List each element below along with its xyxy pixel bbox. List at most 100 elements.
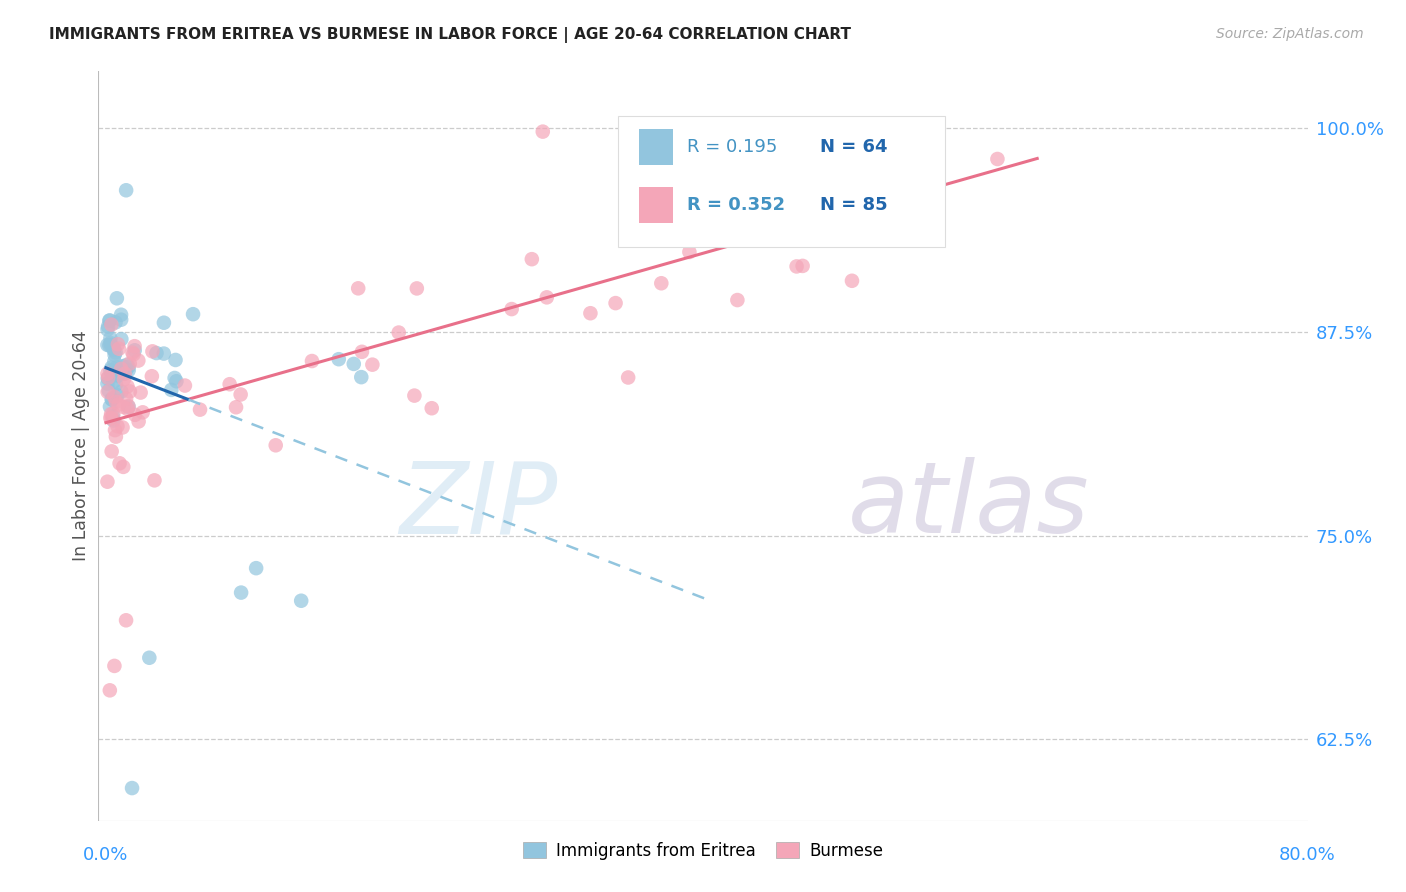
Point (361, 358, 384, 372)
Point (181, 307, 204, 321)
Point (103, 659, 125, 673)
Point (104, 430, 127, 444)
Point (865, 186, 887, 200)
Point (115, 358, 138, 372)
Bar (638, 187, 673, 224)
Point (100, 444, 122, 458)
Point (225, 401, 247, 415)
Text: IMMIGRANTS FROM ERITREA VS BURMESE IN LABOR FORCE | AGE 20-64 CORRELATION CHART: IMMIGRANTS FROM ERITREA VS BURMESE IN LA… (49, 27, 851, 43)
Point (127, 353, 149, 368)
Point (100, 367, 122, 381)
Point (96, 376, 118, 391)
Point (839, 221, 862, 235)
Point (110, 332, 132, 346)
Point (100, 337, 122, 351)
Text: 80.0%: 80.0% (1279, 846, 1336, 863)
Point (107, 419, 129, 434)
Point (229, 585, 252, 599)
Point (117, 379, 139, 393)
Point (153, 316, 176, 330)
Point (117, 401, 139, 416)
Point (693, 227, 716, 242)
Point (124, 408, 146, 422)
Point (114, 367, 136, 381)
Text: N = 85: N = 85 (820, 196, 889, 214)
Point (350, 370, 373, 384)
Point (100, 318, 122, 332)
Point (679, 230, 702, 244)
Point (520, 252, 543, 267)
Point (117, 399, 139, 413)
Point (350, 344, 373, 359)
Point (105, 360, 128, 375)
Point (117, 400, 139, 414)
Point (678, 244, 700, 259)
Point (650, 277, 672, 291)
Point (112, 459, 135, 474)
Point (101, 409, 124, 424)
Point (97, 370, 120, 384)
Text: Source: ZipAtlas.com: Source: ZipAtlas.com (1216, 27, 1364, 41)
Point (605, 296, 627, 310)
Point (105, 291, 128, 305)
Point (141, 369, 163, 384)
Point (531, 125, 554, 139)
Point (97, 384, 120, 399)
FancyBboxPatch shape (619, 116, 945, 247)
Point (105, 388, 128, 402)
Point (97, 371, 120, 385)
Point (103, 375, 125, 389)
Point (112, 400, 135, 414)
Point (100, 411, 122, 425)
Point (97, 384, 120, 398)
Point (115, 364, 138, 378)
Point (264, 438, 287, 452)
Point (138, 650, 160, 665)
Point (124, 339, 146, 353)
Point (131, 405, 153, 419)
Point (792, 259, 814, 273)
Point (100, 407, 122, 421)
Point (536, 290, 558, 304)
Point (388, 326, 411, 340)
Point (103, 413, 125, 427)
Point (118, 384, 141, 399)
Point (129, 385, 152, 400)
Point (104, 315, 127, 329)
Point (101, 392, 124, 407)
Point (904, 142, 927, 156)
Point (107, 366, 129, 380)
Point (501, 301, 523, 316)
Point (245, 561, 267, 575)
Point (110, 308, 132, 322)
Point (160, 383, 183, 397)
Legend: Immigrants from Eritrea, Burmese: Immigrants from Eritrea, Burmese (516, 835, 890, 866)
Point (143, 474, 166, 488)
Point (165, 353, 187, 368)
Point (174, 378, 197, 392)
Text: ZIP: ZIP (399, 458, 558, 555)
Point (328, 352, 350, 367)
Bar (638, 129, 673, 165)
Point (98, 400, 121, 414)
Point (98, 338, 121, 352)
Point (685, 199, 707, 213)
Point (128, 414, 150, 428)
Point (122, 347, 145, 361)
Point (103, 390, 125, 404)
Point (153, 346, 176, 360)
Point (907, 185, 929, 199)
Point (115, 183, 138, 197)
Point (115, 392, 138, 406)
Point (104, 345, 127, 359)
Point (100, 331, 122, 345)
Point (103, 342, 125, 356)
Point (100, 336, 122, 351)
Text: atlas: atlas (848, 458, 1090, 555)
Point (405, 281, 427, 295)
Point (103, 407, 125, 421)
Point (725, 293, 748, 307)
Text: R = 0.195: R = 0.195 (688, 138, 778, 156)
Point (163, 371, 186, 385)
Point (301, 354, 323, 368)
